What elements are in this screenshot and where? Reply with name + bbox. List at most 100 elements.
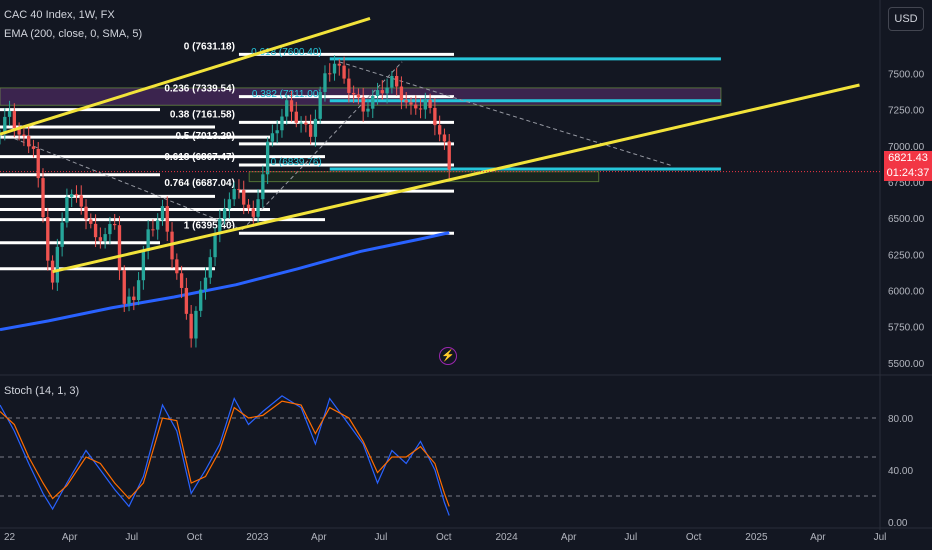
candle-body bbox=[375, 90, 380, 96]
candle bbox=[418, 98, 423, 119]
stoch-d-line bbox=[0, 400, 450, 507]
candle bbox=[165, 196, 169, 242]
candle-body bbox=[280, 116, 284, 131]
candle-body bbox=[294, 111, 298, 123]
candle-body bbox=[356, 94, 361, 98]
flash-icon[interactable]: ⚡ bbox=[439, 347, 457, 365]
candle-body bbox=[447, 141, 451, 170]
candle-body bbox=[361, 97, 365, 112]
candle-body bbox=[308, 124, 313, 137]
candle bbox=[356, 88, 361, 105]
candle-body bbox=[328, 73, 332, 75]
candle-body bbox=[227, 199, 232, 209]
candle-body bbox=[199, 289, 203, 311]
fib-retracement-label: 0.764 (6687.04) bbox=[164, 178, 235, 189]
price-axis-tick: 6000.00 bbox=[888, 287, 925, 298]
candle bbox=[242, 180, 246, 215]
time-axis-tick: Jul bbox=[874, 532, 887, 543]
candle bbox=[318, 86, 322, 124]
candle-body bbox=[165, 206, 169, 232]
candle-body bbox=[332, 63, 337, 74]
candle bbox=[160, 199, 165, 226]
candle bbox=[299, 116, 303, 133]
candle-body bbox=[256, 199, 260, 217]
candle bbox=[103, 227, 107, 249]
candle-body bbox=[203, 277, 208, 290]
candle-body bbox=[151, 229, 155, 231]
candle-body bbox=[65, 197, 69, 223]
candle-body bbox=[222, 208, 227, 219]
candle-body bbox=[251, 208, 255, 217]
candle bbox=[98, 227, 103, 249]
candle bbox=[151, 219, 155, 237]
ema-indicator-label[interactable]: EMA (200, close, 0, SMA, 5) bbox=[4, 28, 143, 40]
candle bbox=[194, 306, 198, 348]
fib-retracement-label: 0.618 (6867.47) bbox=[164, 152, 235, 163]
candle-body bbox=[208, 257, 212, 278]
candle bbox=[414, 95, 418, 115]
time-axis-tick: 2023 bbox=[246, 532, 269, 543]
candle bbox=[117, 216, 122, 280]
candle-body bbox=[390, 75, 394, 88]
candle-body bbox=[7, 110, 12, 117]
ema200-line bbox=[0, 231, 450, 332]
candle bbox=[394, 67, 399, 96]
candle bbox=[93, 214, 98, 248]
candle-body bbox=[246, 204, 251, 209]
fib-extension-label: 0 (6839.76) bbox=[271, 157, 322, 168]
candle bbox=[156, 213, 160, 240]
price-axis-tick: 6750.00 bbox=[888, 178, 925, 189]
candle bbox=[12, 103, 17, 138]
candle bbox=[280, 108, 284, 138]
time-axis-tick: Jul bbox=[624, 532, 637, 543]
candle-body bbox=[175, 259, 179, 274]
candle-body bbox=[366, 108, 370, 112]
candle-body bbox=[285, 100, 289, 117]
candle bbox=[208, 249, 212, 284]
candle-body bbox=[404, 100, 408, 103]
candle bbox=[289, 90, 294, 122]
candle bbox=[270, 124, 275, 147]
candle bbox=[371, 89, 375, 118]
candle-body bbox=[242, 190, 246, 205]
candle-body bbox=[184, 287, 189, 314]
candle-body bbox=[409, 102, 413, 105]
candle bbox=[84, 199, 88, 230]
stoch-axis-tick: 40.00 bbox=[888, 466, 913, 477]
candle bbox=[442, 128, 447, 150]
time-axis-tick: 2025 bbox=[745, 532, 768, 543]
candle-body bbox=[275, 130, 279, 134]
candle-body bbox=[289, 100, 294, 112]
dashed-projection-line bbox=[14, 138, 243, 231]
stoch-indicator-label[interactable]: Stoch (14, 1, 3) bbox=[4, 385, 80, 397]
candle-body bbox=[313, 118, 318, 137]
candle-body bbox=[299, 122, 303, 124]
currency-button[interactable]: USD bbox=[888, 7, 924, 31]
candle-body bbox=[179, 273, 184, 288]
candle-body bbox=[141, 250, 146, 281]
candle-body bbox=[337, 63, 341, 66]
candle bbox=[3, 108, 7, 141]
fib-extension-label: 0.618 (7600.40) bbox=[251, 47, 322, 58]
time-axis-tick: Oct bbox=[187, 532, 203, 543]
candle-body bbox=[22, 134, 26, 136]
stoch-k-line bbox=[0, 395, 450, 516]
candle-body bbox=[423, 99, 427, 110]
candle bbox=[251, 200, 255, 227]
candle bbox=[404, 91, 408, 109]
candle-body bbox=[27, 135, 31, 147]
candle bbox=[17, 122, 21, 141]
candle-body bbox=[113, 224, 117, 226]
candle-body bbox=[213, 232, 217, 258]
price-axis-tick: 7000.00 bbox=[888, 142, 925, 153]
candle bbox=[428, 93, 432, 114]
time-axis-tick: Jul bbox=[375, 532, 388, 543]
candle bbox=[89, 213, 93, 229]
candle bbox=[265, 137, 270, 184]
candle bbox=[313, 109, 318, 147]
candle-body bbox=[132, 296, 136, 301]
candle bbox=[304, 115, 308, 133]
candle bbox=[227, 192, 232, 219]
candle bbox=[232, 182, 236, 206]
